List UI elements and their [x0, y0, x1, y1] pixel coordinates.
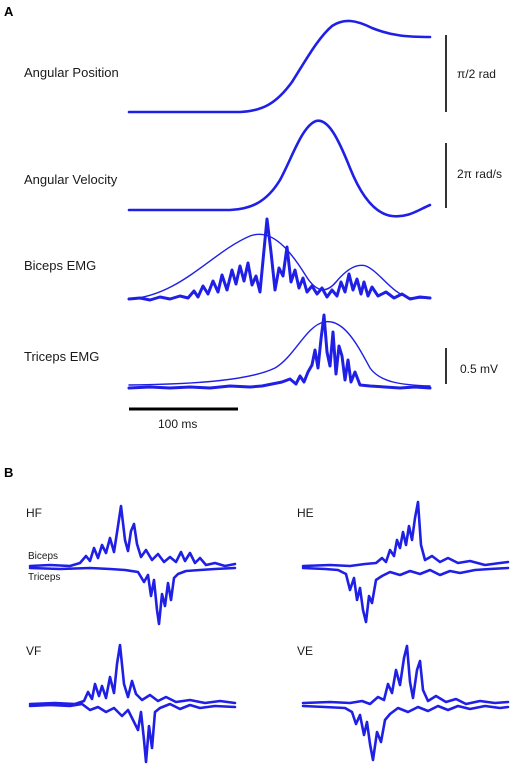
- subplot-he: HE: [297, 500, 510, 624]
- emg-scale-label: 0.5 mV: [460, 362, 498, 376]
- biceps-emg-label: Biceps EMG: [24, 258, 96, 273]
- panel-a-letter: A: [4, 4, 14, 19]
- triceps-emg-envelope: [128, 321, 431, 387]
- triceps-emg-label: Triceps EMG: [24, 349, 99, 364]
- biceps-trace-label: Biceps: [28, 551, 58, 562]
- angular-position-label: Angular Position: [24, 65, 119, 80]
- subplot-label-ve: VE: [297, 644, 313, 658]
- hf-biceps-trace: [28, 504, 237, 568]
- biceps-emg-raw-trace: [127, 217, 432, 302]
- subplot-vf: VF: [26, 643, 237, 764]
- angular-velocity-scale-label: 2π rad/s: [457, 167, 502, 181]
- triceps-trace-label: Triceps: [28, 572, 60, 583]
- vf-triceps-trace: [28, 702, 237, 764]
- ve-biceps-trace: [301, 644, 510, 706]
- vf-biceps-trace: [28, 643, 237, 706]
- subplot-hf: HF Biceps Triceps: [26, 504, 237, 626]
- he-biceps-trace: [301, 500, 510, 568]
- hf-triceps-trace: [28, 566, 237, 626]
- subplot-ve: VE: [297, 644, 510, 762]
- angular-velocity-trace: [127, 119, 432, 218]
- angular-position-scale-label: π/2 rad: [457, 67, 496, 81]
- triceps-emg-raw-trace: [127, 313, 432, 390]
- angular-velocity-label: Angular Velocity: [24, 172, 118, 187]
- biceps-emg-envelope: [128, 233, 431, 300]
- subplot-label-hf: HF: [26, 506, 42, 520]
- time-scale-label: 100 ms: [158, 417, 197, 431]
- panel-b-letter: B: [4, 465, 13, 480]
- ve-triceps-trace: [301, 704, 510, 762]
- subplot-label-vf: VF: [26, 644, 41, 658]
- he-triceps-trace: [301, 566, 510, 624]
- subplot-label-he: HE: [297, 506, 314, 520]
- angular-position-trace: [127, 19, 432, 114]
